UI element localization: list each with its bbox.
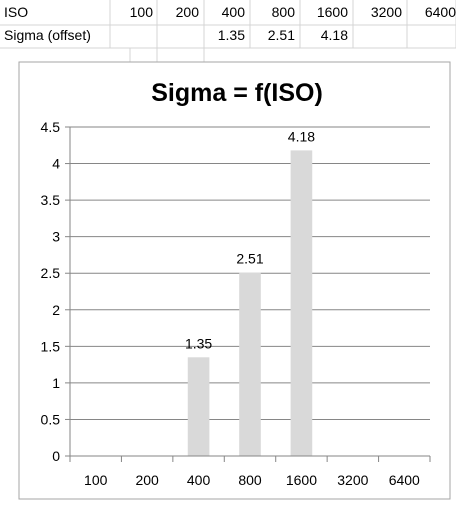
chart[interactable]: Sigma = f(ISO) 1.35 2.51 4.18 0 0.5 1 1.5 2 2.5… [18,61,451,500]
row1-header-cell[interactable]: ISO [4,4,28,20]
x-tick-label: 800 [238,472,262,488]
x-tick-label: 100 [84,472,108,488]
bar[interactable] [239,272,261,456]
data-label: 1.35 [185,335,212,351]
y-tick-label: 4 [52,156,60,172]
chart-area[interactable] [18,61,451,500]
data-label: 4.18 [288,128,315,144]
y-tick-label: 3.5 [41,192,61,208]
iso-cell[interactable]: 3200 [371,4,402,20]
iso-cell[interactable]: 200 [176,4,200,20]
sigma-cell[interactable]: 4.18 [321,27,348,43]
y-tick-label: 3 [52,229,60,245]
x-axis: 100 200 400 800 1600 3200 6400 [69,455,431,488]
iso-cell[interactable]: 400 [222,4,246,20]
y-tick-label: 1.5 [41,338,61,354]
sigma-cell[interactable]: 1.35 [218,27,245,43]
row2-header-cell[interactable]: Sigma (offset) [4,27,91,43]
bar[interactable] [290,150,313,456]
y-tick-label: 4.5 [41,119,61,135]
iso-cell[interactable]: 1600 [317,4,348,20]
x-tick-label: 200 [135,472,159,488]
x-tick-label: 1600 [286,472,317,488]
x-tick-label: 400 [187,472,211,488]
cell-gridlines [0,0,456,62]
bar[interactable] [187,357,210,456]
iso-cell[interactable]: 6400 [425,4,456,20]
iso-cell[interactable]: 100 [130,4,154,20]
y-tick-label: 1 [52,375,60,391]
data-labels: 1.35 2.51 4.18 [185,128,315,351]
y-axis: 0 0.5 1 1.5 2 2.5 3 3.5 4 4.5 [41,119,71,464]
bar-series [187,150,313,456]
y-tick-label: 2 [52,302,60,318]
x-tick-label: 3200 [337,472,368,488]
data-label: 2.51 [236,250,263,266]
iso-cell[interactable]: 800 [272,4,296,20]
sigma-cell[interactable]: 2.51 [268,27,295,43]
data-table: ISO Sigma (offset) 100 200 400 800 1600 3200 6… [4,4,456,43]
y-tick-label: 2.5 [41,265,61,281]
chart-title: Sigma = f(ISO) [151,79,323,107]
y-tick-label: 0.5 [41,411,61,427]
y-tick-label: 0 [52,448,60,464]
x-tick-label: 6400 [389,472,420,488]
